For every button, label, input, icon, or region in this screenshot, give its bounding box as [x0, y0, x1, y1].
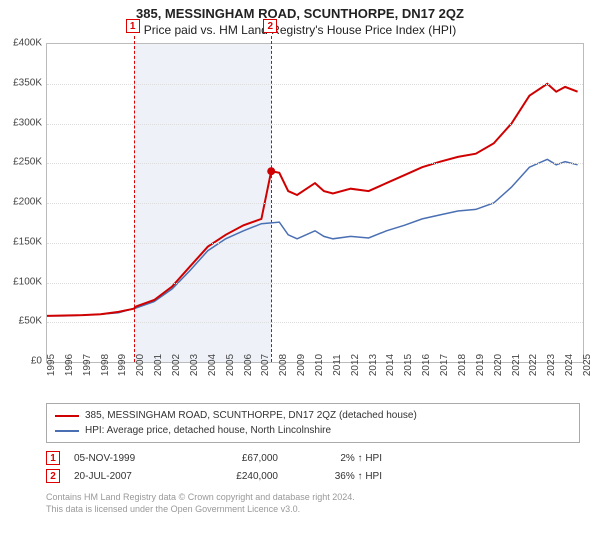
x-axis-label: 2015: [403, 354, 414, 376]
gridline: [47, 203, 583, 204]
sale-delta: 2% ↑ HPI: [292, 453, 382, 464]
y-axis-label: £50K: [19, 316, 42, 327]
x-axis-label: 2021: [511, 354, 522, 376]
x-axis-label: 2003: [189, 354, 200, 376]
legend-swatch-hpi: [55, 430, 79, 432]
gridline: [47, 322, 583, 323]
sale-delta: 36% ↑ HPI: [292, 471, 382, 482]
x-axis-label: 1997: [82, 354, 93, 376]
y-axis-label: £250K: [13, 157, 42, 168]
gridline: [47, 283, 583, 284]
sale-marker-2: 2: [46, 469, 60, 483]
x-axis-label: 2004: [207, 354, 218, 376]
footer-line1: Contains HM Land Registry data © Crown c…: [46, 491, 580, 503]
x-axis-label: 2002: [171, 354, 182, 376]
x-axis-label: 2016: [421, 354, 432, 376]
x-axis-label: 2009: [296, 354, 307, 376]
x-axis-label: 1996: [64, 354, 75, 376]
y-axis-label: £400K: [13, 38, 42, 49]
x-axis-label: 2011: [332, 354, 343, 376]
plot-region: [46, 43, 584, 363]
y-axis-label: £350K: [13, 77, 42, 88]
x-axis-label: 2023: [546, 354, 557, 376]
sale-date: 20-JUL-2007: [74, 471, 184, 482]
x-axis-label: 2020: [493, 354, 504, 376]
footer: Contains HM Land Registry data © Crown c…: [46, 491, 580, 515]
x-axis-label: 2001: [153, 354, 164, 376]
chart-area: £0£50K£100K£150K£200K£250K£300K£350K£400…: [46, 43, 584, 395]
x-axis-label: 2018: [457, 354, 468, 376]
sale-date: 05-NOV-1999: [74, 453, 184, 464]
x-axis-label: 2010: [314, 354, 325, 376]
sale-price: £67,000: [198, 453, 278, 464]
x-axis-label: 2013: [368, 354, 379, 376]
gridline: [47, 84, 583, 85]
x-axis-label: 2025: [582, 354, 593, 376]
x-axis-label: 2008: [278, 354, 289, 376]
title-line1: 385, MESSINGHAM ROAD, SCUNTHORPE, DN17 2…: [0, 6, 600, 21]
sales-table: 1 05-NOV-1999 £67,000 2% ↑ HPI 2 20-JUL-…: [46, 449, 580, 485]
gridline: [47, 243, 583, 244]
legend-label-subject: 385, MESSINGHAM ROAD, SCUNTHORPE, DN17 2…: [85, 408, 417, 423]
x-axis-label: 2000: [135, 354, 146, 376]
title-line2: Price paid vs. HM Land Registry's House …: [0, 23, 600, 37]
sale-marker: 1: [126, 19, 140, 33]
legend-label-hpi: HPI: Average price, detached house, Nort…: [85, 423, 331, 438]
sale-marker: 2: [263, 19, 277, 33]
legend-item-hpi: HPI: Average price, detached house, Nort…: [55, 423, 571, 438]
gridline: [47, 124, 583, 125]
x-axis-label: 2024: [564, 354, 575, 376]
legend-item-subject: 385, MESSINGHAM ROAD, SCUNTHORPE, DN17 2…: [55, 408, 571, 423]
x-axis-label: 2022: [528, 354, 539, 376]
sale-price: £240,000: [198, 471, 278, 482]
sales-row: 1 05-NOV-1999 £67,000 2% ↑ HPI: [46, 449, 580, 467]
x-axis-label: 1998: [100, 354, 111, 376]
gridline: [47, 163, 583, 164]
x-axis-label: 1999: [117, 354, 128, 376]
y-axis-label: £100K: [13, 276, 42, 287]
footer-line2: This data is licensed under the Open Gov…: [46, 503, 580, 515]
x-axis-label: 2019: [475, 354, 486, 376]
x-axis-label: 2012: [350, 354, 361, 376]
sale-dot: [267, 167, 275, 175]
sales-row: 2 20-JUL-2007 £240,000 36% ↑ HPI: [46, 467, 580, 485]
y-axis-label: £200K: [13, 197, 42, 208]
x-axis-label: 2006: [243, 354, 254, 376]
x-axis-label: 2007: [260, 354, 271, 376]
y-axis-label: £300K: [13, 117, 42, 128]
y-axis-label: £150K: [13, 236, 42, 247]
x-axis-label: 2017: [439, 354, 450, 376]
chart-title: 385, MESSINGHAM ROAD, SCUNTHORPE, DN17 2…: [0, 0, 600, 39]
x-axis-label: 2005: [225, 354, 236, 376]
legend-swatch-subject: [55, 415, 79, 417]
y-axis-label: £0: [31, 356, 42, 367]
x-axis-label: 2014: [385, 354, 396, 376]
sale-marker-1: 1: [46, 451, 60, 465]
legend: 385, MESSINGHAM ROAD, SCUNTHORPE, DN17 2…: [46, 403, 580, 443]
x-axis-label: 1995: [46, 354, 57, 376]
series-hpi: [47, 159, 578, 316]
